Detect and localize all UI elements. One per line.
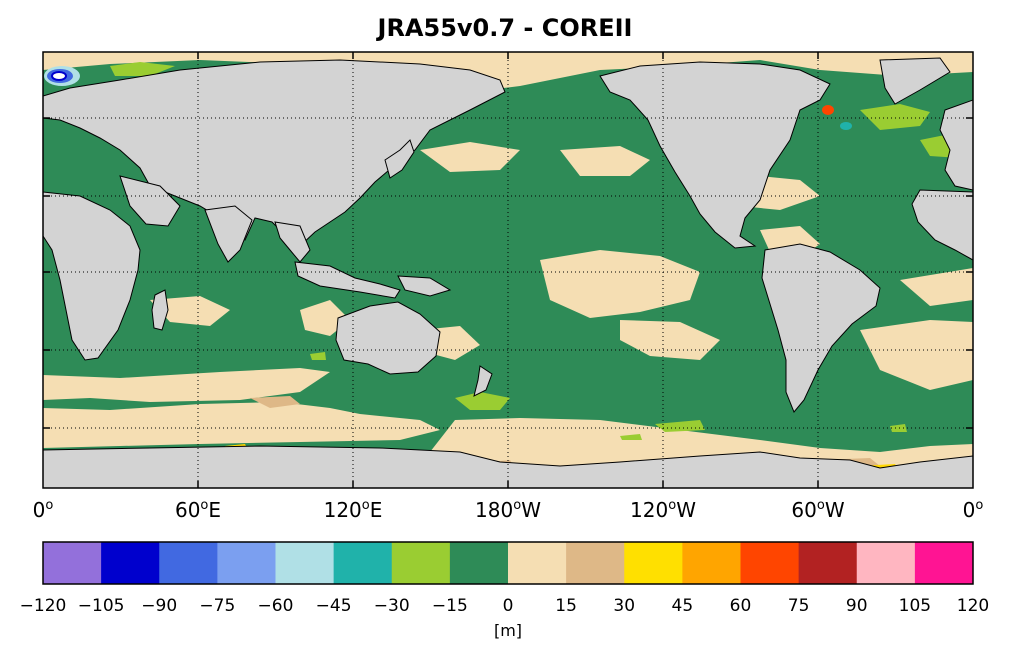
landmass-africa-west: [911, 189, 973, 261]
colorbar-tick-label: −75: [199, 596, 235, 616]
landmass-new-zealand: [473, 365, 493, 397]
landmass-new-guinea: [397, 275, 452, 297]
colorbar-swatch: [566, 542, 625, 584]
anomaly-neg45-patch: [840, 122, 852, 130]
colorbar-tick-label: −60: [258, 596, 294, 616]
colorbar-swatch: [43, 542, 102, 584]
colorbar-tick-label: −30: [374, 596, 410, 616]
landmass-indonesia: [294, 261, 401, 299]
land-masses: [43, 57, 973, 488]
colorbar-tick-label: 45: [672, 596, 694, 616]
map-title: JRA55v0.7 - COREII: [377, 14, 633, 42]
landmass-africa: [43, 191, 141, 361]
graticule: [43, 52, 973, 488]
colorbar-tick-label: 105: [899, 596, 931, 616]
landmass-arabia: [119, 175, 181, 227]
landmass-se-asia: [274, 221, 311, 263]
longitude-label: 60oE: [175, 498, 221, 522]
colorbar-swatch: [856, 542, 916, 584]
colorbar-tick-label: 15: [555, 596, 577, 616]
colorbar-tick-label: −15: [432, 596, 468, 616]
colorbar: [42, 541, 974, 585]
colorbar-tick-labels: −120 −105 −90 −75 −60 −45 −30 −15 0 15 30 45 60 75 90 1…: [20, 596, 990, 616]
colorbar-swatch: [101, 542, 160, 584]
colorbar-unit: [m]: [494, 621, 522, 640]
colorbar-swatch: [798, 542, 858, 584]
landmass-india: [204, 205, 253, 263]
colorbar-tick-label: 75: [788, 596, 810, 616]
colorbar-swatch: [391, 542, 451, 584]
landmass-japan: [384, 139, 415, 179]
landmass-greenland: [879, 57, 951, 105]
colorbar-swatch: [914, 542, 974, 584]
colorbar-swatch: [682, 542, 741, 584]
colorbar-tick-label: −120: [20, 596, 67, 616]
colorbar-tick-label: 0: [503, 596, 514, 616]
colorbar-frame: [42, 541, 974, 585]
colorbar-tick-label: −45: [316, 596, 352, 616]
colorbar-tick-label: 90: [846, 596, 868, 616]
map-ticks: [43, 52, 973, 488]
colorbar-tick-label: −105: [78, 596, 125, 616]
map-area: [43, 52, 973, 488]
colorbar-tick-label: 60: [730, 596, 752, 616]
colorbar-swatch: [333, 542, 393, 584]
colorbar-swatch: [740, 542, 800, 584]
colorbar-tick-label: 120: [957, 596, 989, 616]
longitude-label: 0o: [963, 498, 984, 522]
longitude-label: 120oW: [630, 498, 696, 522]
longitude-label: 180oW: [475, 498, 541, 522]
landmass-south-america: [761, 243, 881, 413]
longitude-label: 0o: [33, 498, 54, 522]
longitude-labels: 0o 60oE 120oE 180oW 120oW 60oW 0o: [33, 498, 984, 522]
landmass-europe-east: [939, 99, 973, 191]
colorbar-swatch: [508, 542, 567, 584]
longitude-label: 120oE: [324, 498, 383, 522]
longitude-label: 60oW: [791, 498, 844, 522]
colorbar-swatch: [624, 542, 683, 584]
landmass-antarctica: [43, 445, 973, 488]
anomaly-neg105-patch: [51, 71, 67, 81]
colorbar-swatch: [159, 542, 218, 584]
colorbar-swatch: [275, 542, 335, 584]
colorbar-swatch: [217, 542, 276, 584]
colorbar-tick-label: 30: [613, 596, 635, 616]
anomaly-positive-extreme-patch: [822, 105, 834, 115]
landmass-madagascar: [151, 289, 169, 331]
landmass-australia: [335, 301, 441, 375]
landmass-eurasia: [43, 59, 506, 247]
colorbar-swatch: [449, 542, 509, 584]
landmass-north-america: [599, 61, 831, 249]
colorbar-tick-label: −90: [141, 596, 177, 616]
